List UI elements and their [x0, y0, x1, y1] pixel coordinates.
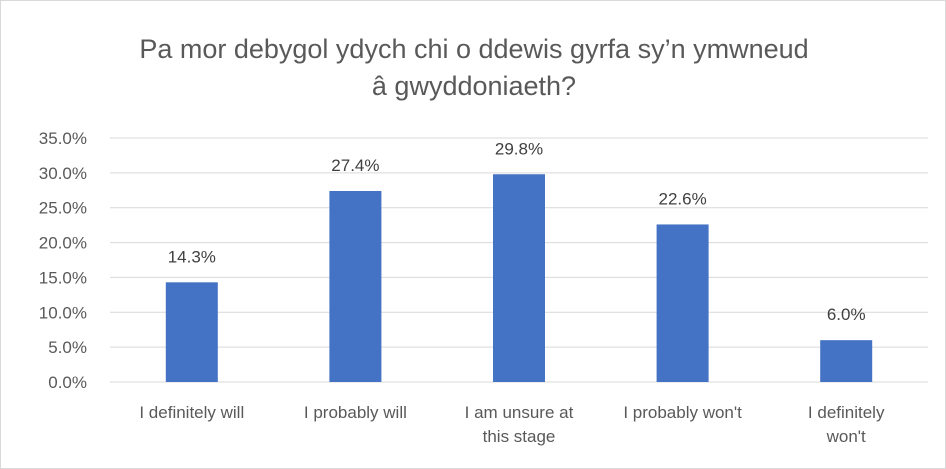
y-axis-ticks: 0.0% 5.0% 10.0% 15.0% 20.0% 25.0% 30.0% 35.0% [39, 129, 87, 392]
data-label: 6.0% [827, 305, 866, 324]
x-axis-categories: I definitely will I probably will I am uns… [139, 403, 885, 446]
y-tick-label: 10.0% [39, 303, 87, 322]
bar [820, 340, 873, 382]
data-labels: 14.3% 27.4% 29.8% 22.6% 6.0% [168, 139, 866, 324]
data-label: 29.8% [495, 139, 543, 158]
bar [656, 224, 709, 382]
y-tick-label: 20.0% [39, 234, 87, 253]
x-category-label: I am unsure at this stage [465, 403, 574, 446]
y-tick-label: 5.0% [48, 338, 87, 357]
y-tick-label: 15.0% [39, 268, 87, 287]
bar [165, 282, 218, 382]
bars [165, 174, 873, 382]
x-category-label: I definitely won't [808, 403, 885, 446]
y-tick-label: 30.0% [39, 164, 87, 183]
chart-title-line-2: â gwyddoniaeth? [371, 71, 577, 101]
bar [493, 174, 545, 382]
y-tick-label: 25.0% [39, 199, 87, 218]
chart-title: Pa mor debygol ydych chi o ddewis gyrfa … [61, 31, 887, 105]
data-label: 22.6% [658, 189, 706, 208]
y-tick-label: 0.0% [48, 373, 87, 392]
x-category-label: I definitely will [139, 403, 244, 422]
bar [329, 190, 382, 382]
data-label: 27.4% [331, 156, 379, 175]
x-category-label: I probably will [304, 403, 407, 422]
y-tick-label: 35.0% [39, 129, 87, 148]
data-label: 14.3% [168, 247, 216, 266]
x-category-label: I probably won't [623, 403, 742, 422]
chart-title-line-1: Pa mor debygol ydych chi o ddewis gyrfa … [139, 34, 809, 64]
